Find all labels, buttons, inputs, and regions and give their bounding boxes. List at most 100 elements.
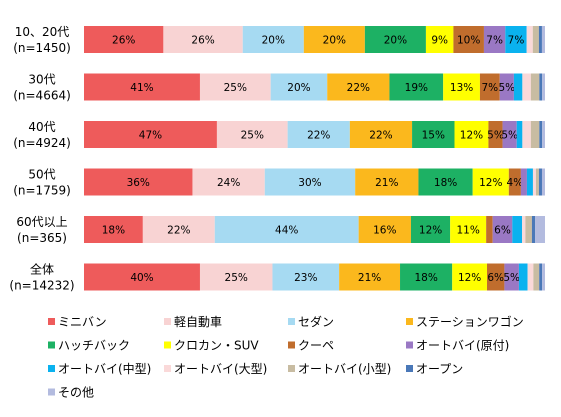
bar-segment: [364, 26, 426, 53]
data-label: 20%: [287, 82, 310, 94]
bar-segment: [522, 121, 531, 148]
bar-segment: [479, 73, 500, 101]
data-label: 24%: [217, 177, 240, 189]
bar-segment: [542, 263, 545, 291]
legend-swatch: [406, 318, 413, 325]
bar-segment: [518, 263, 528, 291]
bar-segment: [84, 121, 217, 148]
data-label: 20%: [323, 35, 346, 47]
legend-swatch: [48, 388, 55, 396]
data-label: 36%: [127, 177, 150, 189]
bar-segment: [450, 216, 487, 243]
bar-segment: [487, 263, 505, 291]
legend-swatch: [48, 341, 55, 349]
legend-entry: オートバイ(中型): [58, 361, 151, 376]
legend-swatch: [164, 365, 171, 372]
bar-segment: [527, 263, 534, 291]
bar-segment: [412, 121, 455, 148]
bar-segment: [532, 168, 536, 196]
legend-entry: ステーションワゴン: [416, 314, 524, 329]
category-labels: 10、20代 (n=1450) 30代 (n=4664) 40代 (n=4924) 50代 (…: [9, 25, 74, 293]
category-label: 50代: [28, 168, 55, 182]
legend-entry: クーペ: [298, 339, 334, 353]
data-label: 5%: [487, 130, 504, 142]
legend-swatch: [48, 365, 55, 372]
legend-swatch: [288, 341, 295, 349]
bar-segment: [522, 73, 531, 101]
bar-segment: [488, 121, 503, 148]
data-label: 18%: [414, 272, 437, 284]
bar-segment: [520, 168, 527, 196]
bar-segment: [532, 26, 539, 53]
bar-segment: [216, 121, 288, 148]
category-sample-size: (n=1450): [13, 41, 71, 55]
bar-segment: [486, 216, 493, 243]
bar-segment: [539, 73, 543, 101]
bar-segment: [538, 26, 542, 53]
bar-segment: [192, 168, 265, 196]
data-label: 6%: [494, 225, 511, 237]
bar-segment: [542, 121, 545, 148]
bar-segment: [526, 168, 533, 196]
data-label: 21%: [358, 272, 381, 284]
data-label: 5%: [498, 82, 515, 94]
data-label: 5%: [501, 130, 518, 142]
bar-segment: [84, 263, 200, 291]
bar-segment: [84, 26, 164, 53]
bar-segment: [242, 26, 304, 53]
bar-segment: [531, 216, 536, 243]
legend-entry: ハッチバック: [58, 339, 130, 353]
bar-segment: [525, 216, 532, 243]
bar-segment: [472, 168, 509, 196]
data-label: 16%: [373, 225, 396, 237]
data-label: 25%: [225, 272, 248, 284]
bar-segment: [264, 168, 356, 196]
bar-segment: [389, 73, 444, 101]
bar-segment: [84, 168, 193, 196]
bar-segment: [512, 216, 523, 243]
bar-segment: [339, 263, 401, 291]
bar-segment: [272, 263, 340, 291]
category-sample-size: (n=365): [17, 231, 67, 245]
data-label: 25%: [241, 130, 264, 142]
category-label: 30代: [28, 73, 55, 87]
bar-segment: [535, 168, 539, 196]
legend-swatch: [406, 341, 413, 349]
bar-segment: [142, 216, 215, 243]
data-label: 47%: [139, 130, 162, 142]
data-label: 12%: [460, 130, 483, 142]
data-label: 26%: [112, 35, 135, 47]
bar-segment: [541, 168, 545, 196]
bar-segment: [513, 73, 523, 101]
data-label: 22%: [167, 225, 190, 237]
data-label: 20%: [262, 35, 285, 47]
bar-segment: [425, 26, 454, 53]
legend-swatch: [406, 365, 413, 372]
data-label: 15%: [422, 130, 445, 142]
data-label: 23%: [294, 272, 317, 284]
bar-segment: [199, 73, 271, 101]
data-label: 10%: [457, 35, 480, 47]
legend-swatch: [164, 341, 171, 349]
bar-segment: [539, 263, 543, 291]
category-label: 60代以上: [16, 215, 67, 229]
bar-segment: [287, 121, 350, 148]
data-label: 20%: [384, 35, 407, 47]
data-label: 22%: [369, 130, 392, 142]
bar-segment: [522, 216, 526, 243]
bar-segment: [410, 216, 451, 243]
legend-swatch: [48, 318, 55, 325]
bar-segment: [349, 121, 413, 148]
bar-segment: [400, 263, 453, 291]
legend-entry: ミニバン: [58, 315, 107, 329]
data-label: 4%: [507, 177, 524, 189]
bar-segment: [541, 26, 545, 53]
data-label: 6%: [487, 272, 504, 284]
data-label: 40%: [130, 272, 153, 284]
legend-entry: オートバイ(小型): [298, 362, 391, 376]
bar-segment: [453, 26, 484, 53]
bar-segment: [270, 73, 328, 101]
bar-segment: [538, 168, 542, 196]
data-label: 5%: [503, 272, 520, 284]
legend-entry: オートバイ(大型): [174, 362, 267, 376]
